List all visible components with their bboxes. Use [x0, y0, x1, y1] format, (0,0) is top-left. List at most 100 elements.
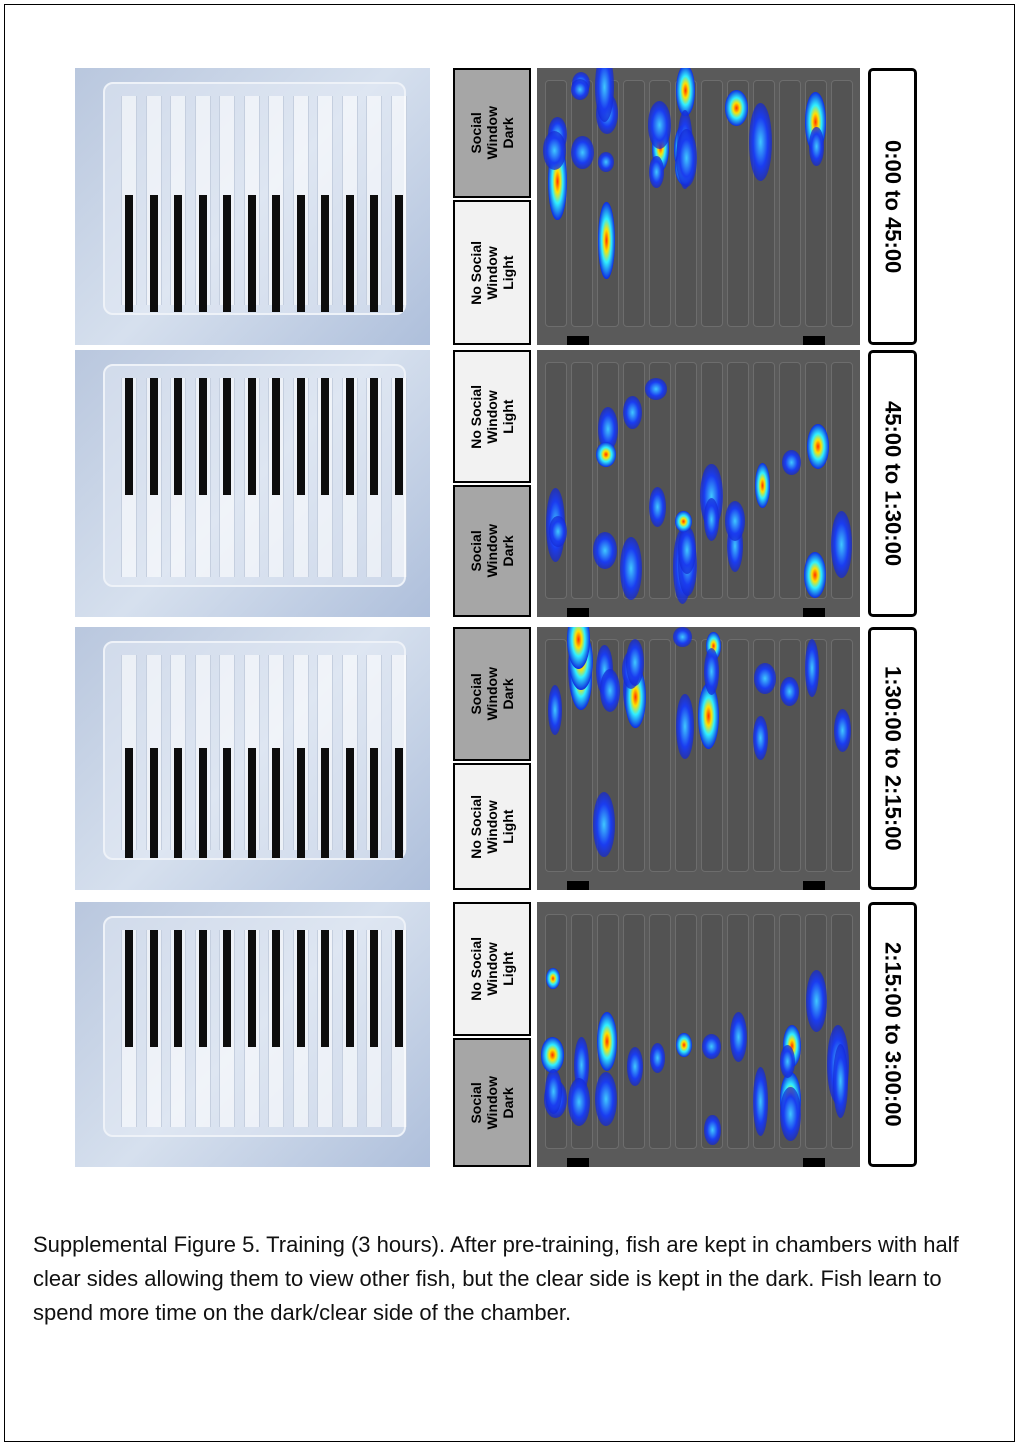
camera-marker — [803, 881, 825, 890]
caption: Supplemental Figure 5. Training (3 hours… — [33, 1228, 993, 1330]
condition-label-line: Dark — [500, 106, 516, 160]
heatmap-lane — [727, 639, 749, 872]
activity-blob — [809, 127, 823, 166]
activity-blob — [620, 537, 642, 599]
black-divider — [395, 195, 403, 311]
heatmap-lane — [649, 639, 671, 872]
activity-blob — [780, 677, 799, 706]
heatmap-lane — [701, 80, 723, 327]
condition-label-line: Window — [484, 667, 500, 721]
activity-blob — [704, 648, 719, 695]
black-divider — [223, 195, 231, 311]
black-divider — [346, 195, 354, 311]
black-divider — [272, 195, 280, 311]
condition-label-line: Window — [484, 524, 500, 578]
heatmap-lane — [545, 362, 567, 599]
activity-blob — [597, 1012, 617, 1071]
camera-marker — [803, 1158, 825, 1167]
condition-label-line: No Social — [468, 795, 484, 859]
black-divider — [248, 195, 256, 311]
camera-marker — [567, 881, 589, 890]
activity-blob — [649, 156, 664, 187]
black-divider — [272, 930, 280, 1047]
activity-blob — [725, 501, 745, 541]
condition-label-line: Window — [484, 937, 500, 1001]
condition-label-line: Social — [468, 1076, 484, 1130]
camera-marker — [803, 336, 825, 345]
heatmap-lane — [649, 914, 671, 1149]
black-divider — [370, 378, 378, 495]
condition-label-line: Light — [500, 937, 516, 1001]
condition-label-line: No Social — [468, 937, 484, 1001]
heatmap-lane — [623, 914, 645, 1149]
black-divider — [199, 378, 207, 495]
black-divider — [297, 378, 305, 495]
activity-blob — [730, 1012, 747, 1062]
activity-blob — [780, 1087, 801, 1142]
camera-marker — [567, 608, 589, 617]
black-divider — [395, 930, 403, 1047]
black-divider — [272, 748, 280, 858]
condition-label: No SocialWindowLight — [468, 937, 516, 1001]
chamber-photo — [75, 627, 430, 890]
time-box: 0:00 to 45:00 — [868, 68, 917, 345]
condition-label-line: Dark — [500, 524, 516, 578]
time-label: 45:00 to 1:30:00 — [880, 401, 906, 566]
activity-blob — [600, 669, 620, 713]
condition-label: No SocialWindowLight — [468, 241, 516, 305]
black-divider — [223, 748, 231, 858]
activity-blob — [627, 1047, 643, 1086]
condition-label-line: No Social — [468, 241, 484, 305]
activity-blob — [807, 424, 829, 469]
heatmap-lane — [675, 914, 697, 1149]
activity-blob — [725, 90, 748, 126]
activity-blob — [598, 152, 614, 172]
activity-blob — [595, 1072, 617, 1126]
activity-blob — [626, 639, 644, 687]
activity-blob — [806, 970, 827, 1032]
heatmap — [537, 350, 860, 617]
black-divider — [248, 378, 256, 495]
black-divider — [321, 930, 329, 1047]
heatmap-lane — [831, 80, 853, 327]
black-divider — [346, 748, 354, 858]
camera-marker — [567, 1158, 589, 1167]
heatmap-lane — [831, 639, 853, 872]
activity-blob — [546, 968, 560, 989]
black-divider — [125, 748, 133, 858]
black-divider — [395, 378, 403, 495]
time-box: 1:30:00 to 2:15:00 — [868, 627, 917, 890]
black-divider — [272, 378, 280, 495]
condition-box: SocialWindowDark — [453, 68, 531, 198]
activity-blob — [754, 663, 776, 693]
black-divider — [297, 930, 305, 1047]
activity-blob — [645, 378, 668, 400]
black-divider — [346, 930, 354, 1047]
activity-blob — [593, 532, 617, 569]
condition-label-line: Window — [484, 106, 500, 160]
activity-blob — [676, 68, 694, 116]
black-divider — [370, 930, 378, 1047]
activity-blob — [831, 511, 853, 578]
heatmap — [537, 627, 860, 890]
condition-label-line: No Social — [468, 385, 484, 449]
activity-blob — [545, 1069, 562, 1115]
black-divider — [150, 378, 158, 495]
activity-blob — [782, 450, 800, 475]
time-label: 2:15:00 to 3:00:00 — [880, 942, 906, 1127]
black-divider — [370, 748, 378, 858]
activity-blob — [780, 1045, 795, 1078]
activity-blob — [673, 627, 692, 647]
activity-blob — [648, 101, 672, 148]
time-label: 1:30:00 to 2:15:00 — [880, 666, 906, 851]
condition-label: SocialWindowDark — [468, 1076, 516, 1130]
activity-blob — [675, 511, 692, 533]
black-divider — [174, 748, 182, 858]
activity-blob — [596, 442, 616, 467]
heatmap-lane — [623, 80, 645, 327]
camera-marker — [567, 336, 589, 345]
time-box: 2:15:00 to 3:00:00 — [868, 902, 917, 1167]
